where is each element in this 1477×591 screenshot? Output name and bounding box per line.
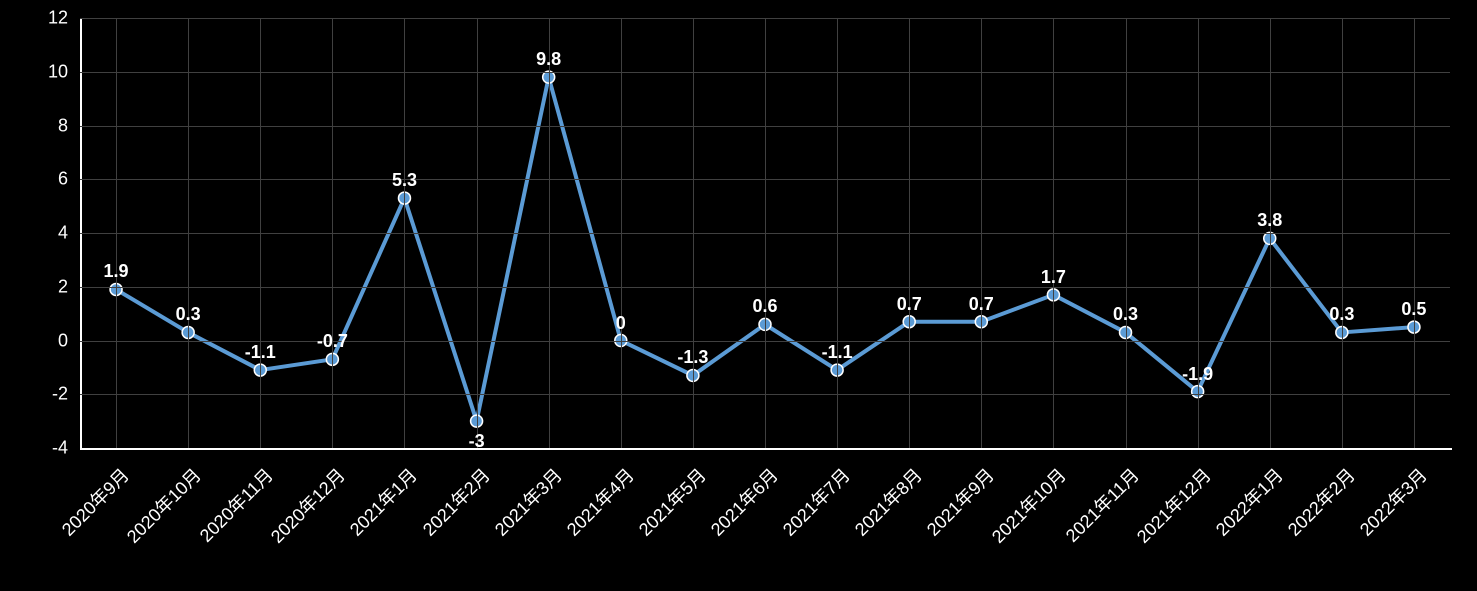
y-tick-label: 0	[0, 330, 68, 351]
gridline-vertical	[116, 18, 117, 448]
y-tick-label: 6	[0, 169, 68, 190]
data-label: 0.7	[969, 294, 994, 315]
gridline-vertical	[188, 18, 189, 448]
data-label: 0.3	[1329, 304, 1354, 325]
data-label: 3.8	[1257, 210, 1282, 231]
data-label: 0.5	[1401, 299, 1426, 320]
gridline-vertical	[837, 18, 838, 448]
gridline-vertical	[477, 18, 478, 448]
data-label: 5.3	[392, 170, 417, 191]
gridline-vertical	[1342, 18, 1343, 448]
data-label: 0.3	[176, 304, 201, 325]
data-label: 0.3	[1113, 304, 1138, 325]
data-label: 0.6	[752, 296, 777, 317]
y-tick-label: 12	[0, 8, 68, 29]
gridline-vertical	[765, 18, 766, 448]
y-tick-label: 8	[0, 115, 68, 136]
y-tick-label: 4	[0, 223, 68, 244]
gridline-vertical	[1270, 18, 1271, 448]
data-label: 9.8	[536, 49, 561, 70]
gridline-vertical	[1414, 18, 1415, 448]
data-label: -1.3	[677, 347, 708, 368]
data-label: -0.7	[317, 331, 348, 352]
gridline-vertical	[260, 18, 261, 448]
data-label: 0	[616, 313, 626, 334]
data-label: 1.7	[1041, 267, 1066, 288]
gridline-vertical	[549, 18, 550, 448]
gridline-vertical	[332, 18, 333, 448]
gridline-vertical	[1053, 18, 1054, 448]
data-label: 0.7	[897, 294, 922, 315]
gridline-vertical	[909, 18, 910, 448]
data-label: 1.9	[104, 261, 129, 282]
gridline-vertical	[621, 18, 622, 448]
y-tick-label: 2	[0, 276, 68, 297]
line-chart: -4-20246810122020年9月2020年10月2020年11月2020…	[0, 0, 1477, 591]
gridline-vertical	[404, 18, 405, 448]
gridline-vertical	[1126, 18, 1127, 448]
gridline-vertical	[981, 18, 982, 448]
gridline-vertical	[693, 18, 694, 448]
y-tick-label: 10	[0, 61, 68, 82]
data-label: -1.1	[245, 342, 276, 363]
data-label: -1.9	[1182, 364, 1213, 385]
data-label: -3	[469, 431, 485, 452]
y-tick-label: -2	[0, 384, 68, 405]
data-label: -1.1	[822, 342, 853, 363]
y-tick-label: -4	[0, 438, 68, 459]
